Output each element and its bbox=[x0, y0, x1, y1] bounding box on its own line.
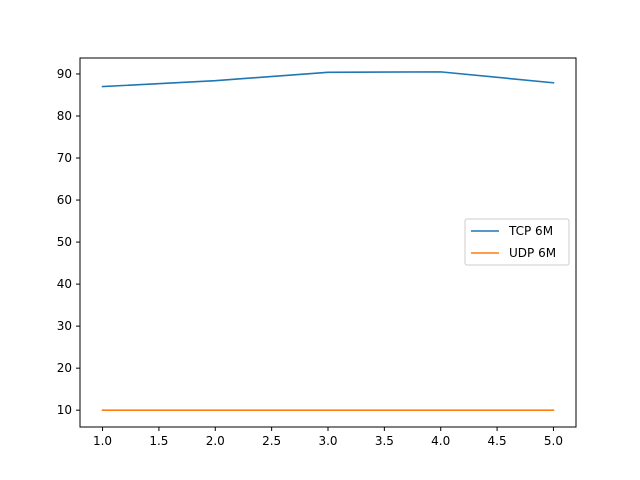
y-tick-label: 90 bbox=[57, 67, 72, 81]
legend: TCP 6M UDP 6M bbox=[464, 218, 570, 266]
y-tick-label: 80 bbox=[57, 109, 72, 123]
legend-label: UDP 6M bbox=[509, 246, 556, 260]
y-tick-label: 70 bbox=[57, 151, 72, 165]
x-tick-label: 4.5 bbox=[488, 434, 507, 448]
series-layer bbox=[101, 71, 555, 411]
x-tick-label: 5.0 bbox=[544, 434, 563, 448]
x-tick-label: 2.5 bbox=[262, 434, 281, 448]
y-tick-label: 50 bbox=[57, 235, 72, 249]
x-tick-label: 3.0 bbox=[318, 434, 337, 448]
y-tick-label: 30 bbox=[57, 319, 72, 333]
x-tick-label: 4.0 bbox=[431, 434, 450, 448]
x-tick-label: 1.0 bbox=[93, 434, 112, 448]
x-tick-label: 2.0 bbox=[206, 434, 225, 448]
x-tick-label: 1.5 bbox=[149, 434, 168, 448]
y-tick-label: 60 bbox=[57, 193, 72, 207]
x-axis-ticks: 1.0 1.5 2.0 2.5 3.0 3.5 4.0 4.5 5.0 bbox=[93, 427, 563, 448]
legend-label: TCP 6M bbox=[508, 224, 553, 238]
y-axis-ticks: 10 20 30 40 50 60 70 80 90 bbox=[57, 67, 80, 417]
series-line-1 bbox=[101, 71, 555, 88]
y-tick-label: 40 bbox=[57, 277, 72, 291]
x-tick-label: 3.5 bbox=[375, 434, 394, 448]
y-tick-label: 10 bbox=[57, 403, 72, 417]
y-tick-label: 20 bbox=[57, 361, 72, 375]
